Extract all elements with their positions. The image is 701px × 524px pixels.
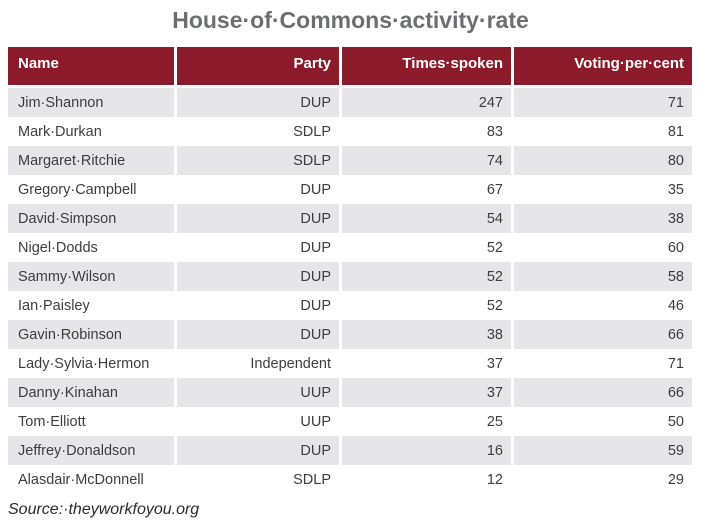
table-row: Mark·Durkan SDLP 83 81: [8, 117, 692, 146]
cell-voting-per-cent: 71: [514, 88, 692, 117]
cell-party: SDLP: [177, 465, 342, 494]
column-header-times-spoken: Times·spoken: [342, 47, 514, 88]
cell-times-spoken: 16: [342, 436, 514, 465]
cell-times-spoken: 12: [342, 465, 514, 494]
table-row: Margaret·Ritchie SDLP 74 80: [8, 146, 692, 175]
cell-party: DUP: [177, 233, 342, 262]
cell-times-spoken: 25: [342, 407, 514, 436]
cell-times-spoken: 74: [342, 146, 514, 175]
cell-voting-per-cent: 58: [514, 262, 692, 291]
table-row: Tom·Elliott UUP 25 50: [8, 407, 692, 436]
cell-voting-per-cent: 29: [514, 465, 692, 494]
cell-party: DUP: [177, 175, 342, 204]
cell-party: DUP: [177, 88, 342, 117]
table-row: Alasdair·McDonnell SDLP 12 29: [8, 465, 692, 494]
cell-name: Gavin·Robinson: [8, 320, 177, 349]
cell-voting-per-cent: 81: [514, 117, 692, 146]
cell-voting-per-cent: 71: [514, 349, 692, 378]
column-header-party: Party: [177, 47, 342, 88]
cell-voting-per-cent: 46: [514, 291, 692, 320]
cell-voting-per-cent: 66: [514, 320, 692, 349]
cell-party: DUP: [177, 262, 342, 291]
table-row: David·Simpson DUP 54 38: [8, 204, 692, 233]
cell-times-spoken: 247: [342, 88, 514, 117]
cell-party: UUP: [177, 407, 342, 436]
table-row: Jim·Shannon DUP 247 71: [8, 88, 692, 117]
cell-name: Gregory·Campbell: [8, 175, 177, 204]
cell-name: Nigel·Dodds: [8, 233, 177, 262]
cell-times-spoken: 83: [342, 117, 514, 146]
cell-party: DUP: [177, 204, 342, 233]
table-row: Gregory·Campbell DUP 67 35: [8, 175, 692, 204]
cell-name: Mark·Durkan: [8, 117, 177, 146]
cell-voting-per-cent: 60: [514, 233, 692, 262]
cell-party: DUP: [177, 436, 342, 465]
table-row: Danny·Kinahan UUP 37 66: [8, 378, 692, 407]
cell-name: Ian·Paisley: [8, 291, 177, 320]
cell-times-spoken: 38: [342, 320, 514, 349]
table-row: Jeffrey·Donaldson DUP 16 59: [8, 436, 692, 465]
table-row: Lady·Sylvia·Hermon Independent 37 71: [8, 349, 692, 378]
cell-voting-per-cent: 66: [514, 378, 692, 407]
cell-voting-per-cent: 38: [514, 204, 692, 233]
cell-name: Jim·Shannon: [8, 88, 177, 117]
activity-table: Name Party Times·spoken Voting·per·cent …: [8, 47, 692, 494]
cell-name: Tom·Elliott: [8, 407, 177, 436]
cell-times-spoken: 52: [342, 262, 514, 291]
table-row: Ian·Paisley DUP 52 46: [8, 291, 692, 320]
cell-name: Alasdair·McDonnell: [8, 465, 177, 494]
cell-times-spoken: 52: [342, 291, 514, 320]
column-header-name: Name: [8, 47, 177, 88]
table-row: Gavin·Robinson DUP 38 66: [8, 320, 692, 349]
cell-voting-per-cent: 59: [514, 436, 692, 465]
cell-times-spoken: 67: [342, 175, 514, 204]
cell-name: David·Simpson: [8, 204, 177, 233]
cell-party: DUP: [177, 320, 342, 349]
cell-party: UUP: [177, 378, 342, 407]
cell-party: DUP: [177, 291, 342, 320]
cell-name: Sammy·Wilson: [8, 262, 177, 291]
cell-voting-per-cent: 80: [514, 146, 692, 175]
cell-times-spoken: 37: [342, 349, 514, 378]
page-title: House·of·Commons·activity·rate: [172, 7, 529, 33]
cell-party: Independent: [177, 349, 342, 378]
source-note: Source:·theyworkfoyou.org: [8, 501, 200, 518]
cell-times-spoken: 54: [342, 204, 514, 233]
cell-name: Margaret·Ritchie: [8, 146, 177, 175]
cell-name: Danny·Kinahan: [8, 378, 177, 407]
table-row: Nigel·Dodds DUP 52 60: [8, 233, 692, 262]
cell-party: SDLP: [177, 146, 342, 175]
cell-times-spoken: 37: [342, 378, 514, 407]
table-row: Sammy·Wilson DUP 52 58: [8, 262, 692, 291]
cell-name: Lady·Sylvia·Hermon: [8, 349, 177, 378]
cell-party: SDLP: [177, 117, 342, 146]
column-header-voting-per-cent: Voting·per·cent: [514, 47, 692, 88]
header-row: Name Party Times·spoken Voting·per·cent: [8, 47, 692, 88]
infographic-page: House·of·Commons·activity·rate Name Part…: [0, 7, 701, 524]
cell-times-spoken: 52: [342, 233, 514, 262]
cell-name: Jeffrey·Donaldson: [8, 436, 177, 465]
cell-voting-per-cent: 35: [514, 175, 692, 204]
cell-voting-per-cent: 50: [514, 407, 692, 436]
